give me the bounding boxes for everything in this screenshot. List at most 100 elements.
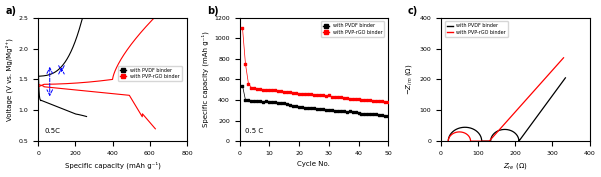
Point bbox=[252, 99, 262, 102]
Point bbox=[255, 100, 265, 102]
Point bbox=[258, 100, 268, 103]
Point bbox=[330, 95, 340, 98]
Point bbox=[383, 101, 393, 104]
Point bbox=[354, 112, 364, 115]
Point bbox=[255, 88, 265, 90]
Point bbox=[348, 111, 358, 113]
Point bbox=[291, 105, 301, 108]
Point bbox=[315, 108, 325, 111]
Legend: with PVDF binder, with PVP-rGO binder: with PVDF binder, with PVP-rGO binder bbox=[118, 65, 182, 81]
Point bbox=[309, 107, 319, 110]
Point bbox=[267, 101, 277, 103]
Point bbox=[285, 91, 295, 94]
Point bbox=[288, 104, 298, 107]
Point bbox=[374, 114, 384, 116]
Text: 0.5 C: 0.5 C bbox=[245, 127, 264, 133]
Y-axis label: Voltage (V vs. Mg/Mg²⁺): Voltage (V vs. Mg/Mg²⁺) bbox=[5, 38, 13, 121]
Point bbox=[333, 95, 343, 98]
Point bbox=[324, 109, 334, 112]
Point bbox=[365, 112, 375, 115]
Point bbox=[356, 98, 366, 101]
Point bbox=[237, 27, 247, 29]
Point bbox=[336, 96, 346, 99]
Point bbox=[252, 87, 262, 90]
Point bbox=[273, 90, 283, 92]
Point bbox=[380, 100, 390, 103]
Point bbox=[282, 90, 292, 93]
Point bbox=[377, 114, 387, 117]
Y-axis label: Specific capacity (mAh g⁻¹): Specific capacity (mAh g⁻¹) bbox=[201, 32, 209, 127]
Point bbox=[362, 99, 372, 102]
Point bbox=[240, 62, 250, 65]
Point bbox=[324, 94, 334, 97]
Point bbox=[339, 96, 349, 99]
Point bbox=[243, 82, 253, 85]
Point bbox=[270, 89, 280, 92]
Text: a): a) bbox=[5, 6, 16, 16]
Point bbox=[318, 108, 328, 111]
Text: 0.5C: 0.5C bbox=[44, 127, 60, 133]
Legend: with PVDF binder, with PVP-rGO binder: with PVDF binder, with PVP-rGO binder bbox=[445, 21, 508, 37]
Point bbox=[348, 98, 358, 100]
Point bbox=[380, 114, 390, 117]
Point bbox=[359, 99, 369, 102]
Point bbox=[264, 89, 274, 92]
Point bbox=[371, 113, 381, 116]
Point bbox=[342, 110, 352, 113]
Point bbox=[294, 105, 304, 108]
Point bbox=[345, 110, 355, 113]
Point bbox=[365, 99, 375, 102]
Point bbox=[288, 91, 298, 94]
Point bbox=[303, 106, 313, 109]
Point bbox=[258, 88, 268, 91]
Point bbox=[377, 100, 387, 103]
Point bbox=[297, 93, 307, 96]
Point bbox=[333, 110, 343, 113]
Point bbox=[336, 109, 346, 112]
Point bbox=[243, 99, 253, 102]
Point bbox=[368, 113, 378, 116]
Point bbox=[276, 102, 286, 105]
Point bbox=[282, 103, 292, 106]
Point bbox=[303, 93, 313, 96]
Point bbox=[306, 93, 316, 96]
Point bbox=[300, 106, 310, 109]
X-axis label: Cycle No.: Cycle No. bbox=[297, 161, 331, 167]
Point bbox=[291, 92, 301, 95]
Point bbox=[330, 109, 340, 112]
Point bbox=[312, 107, 322, 110]
Point bbox=[359, 112, 369, 115]
Point bbox=[321, 94, 331, 97]
Y-axis label: $-Z_{im}$ (Ω): $-Z_{im}$ (Ω) bbox=[404, 64, 413, 95]
Text: b): b) bbox=[207, 6, 218, 16]
Point bbox=[279, 90, 289, 93]
Point bbox=[270, 101, 280, 104]
Point bbox=[273, 101, 283, 104]
Point bbox=[327, 95, 337, 98]
Point bbox=[315, 94, 325, 97]
Point bbox=[279, 102, 289, 105]
Point bbox=[342, 97, 352, 100]
Point bbox=[362, 112, 372, 115]
Point bbox=[237, 84, 247, 87]
Point bbox=[246, 99, 256, 102]
Point bbox=[300, 93, 310, 95]
X-axis label: Specific capacity (mAh g⁻¹): Specific capacity (mAh g⁻¹) bbox=[65, 161, 160, 169]
Point bbox=[339, 110, 349, 112]
Point bbox=[368, 99, 378, 102]
Point bbox=[351, 97, 361, 100]
Point bbox=[383, 114, 393, 117]
X-axis label: $Z_{re}$ (Ω): $Z_{re}$ (Ω) bbox=[503, 161, 528, 172]
Point bbox=[374, 100, 384, 103]
Point bbox=[246, 86, 256, 89]
Point bbox=[306, 107, 316, 109]
Point bbox=[297, 106, 307, 109]
Point bbox=[309, 93, 319, 96]
Point bbox=[312, 94, 322, 97]
Point bbox=[285, 104, 295, 107]
Point bbox=[345, 97, 355, 100]
Point bbox=[318, 94, 328, 97]
Point bbox=[261, 89, 271, 92]
Point bbox=[356, 112, 366, 115]
Point bbox=[371, 100, 381, 102]
